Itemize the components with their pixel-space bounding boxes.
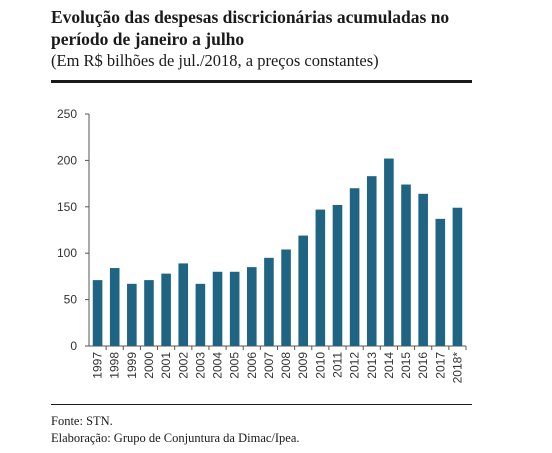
bar xyxy=(315,209,326,346)
x-tick-label: 2002 xyxy=(176,352,190,379)
x-tick-label: 2005 xyxy=(228,352,242,379)
y-tick-label: 150 xyxy=(57,200,77,214)
bar xyxy=(246,267,257,346)
x-tick-label: 2009 xyxy=(296,352,310,379)
x-tick-label: 2011 xyxy=(330,352,344,378)
bar xyxy=(366,176,377,346)
bar xyxy=(452,207,463,346)
x-tick-label: 2000 xyxy=(142,352,156,379)
bar xyxy=(195,283,206,346)
bar xyxy=(229,271,240,346)
chart-title: Evolução das despesas discricionárias ac… xyxy=(51,7,450,49)
bar xyxy=(332,204,343,346)
x-tick-label: 2017 xyxy=(433,352,447,379)
x-tick-label: 2007 xyxy=(262,352,276,379)
x-tick-label: 1998 xyxy=(108,352,122,379)
x-tick-label: 2004 xyxy=(211,352,225,379)
x-tick-label: 2015 xyxy=(399,352,413,379)
bar xyxy=(127,283,137,346)
y-tick-label: 0 xyxy=(70,339,77,353)
bar xyxy=(281,249,291,346)
x-tick-label: 2013 xyxy=(365,352,379,379)
bar xyxy=(161,273,171,346)
x-tick-label: 2012 xyxy=(348,352,362,379)
bar xyxy=(349,188,360,346)
y-tick-label: 200 xyxy=(57,153,77,167)
bar xyxy=(109,268,120,346)
bar xyxy=(92,280,103,346)
chart-title-block: Evolução das despesas discricionárias ac… xyxy=(51,6,471,72)
credit-note: Elaboração: Grupo de Conjuntura da Dimac… xyxy=(51,431,300,445)
x-tick-label: 2014 xyxy=(382,352,396,379)
x-tick-label: 1999 xyxy=(125,352,139,379)
bar xyxy=(401,184,411,346)
x-tick-label: 2006 xyxy=(245,352,259,379)
y-tick-label: 50 xyxy=(64,293,78,307)
bar xyxy=(212,271,223,346)
x-tick-label: 2010 xyxy=(313,352,327,379)
x-tick-label: 1997 xyxy=(91,352,105,379)
bar xyxy=(435,218,446,346)
y-tick-label: 250 xyxy=(57,107,77,121)
bottom-rule xyxy=(51,404,472,405)
source-note: Fonte: STN. xyxy=(51,414,113,428)
top-rule xyxy=(51,80,472,83)
bar xyxy=(418,193,428,346)
bar xyxy=(264,257,274,346)
bar xyxy=(144,280,154,346)
x-tick-label: 2008 xyxy=(279,352,293,379)
bar xyxy=(178,263,189,346)
bar xyxy=(384,158,394,346)
bar xyxy=(298,235,309,346)
x-tick-label: 2003 xyxy=(193,352,207,379)
y-tick-label: 100 xyxy=(57,246,77,260)
x-tick-label: 2001 xyxy=(159,352,173,379)
chart-subtitle: (Em R$ bilhões de jul./2018, a preços co… xyxy=(51,51,379,70)
x-tick-label: 2018* xyxy=(450,352,464,384)
x-tick-label: 2016 xyxy=(416,352,430,379)
